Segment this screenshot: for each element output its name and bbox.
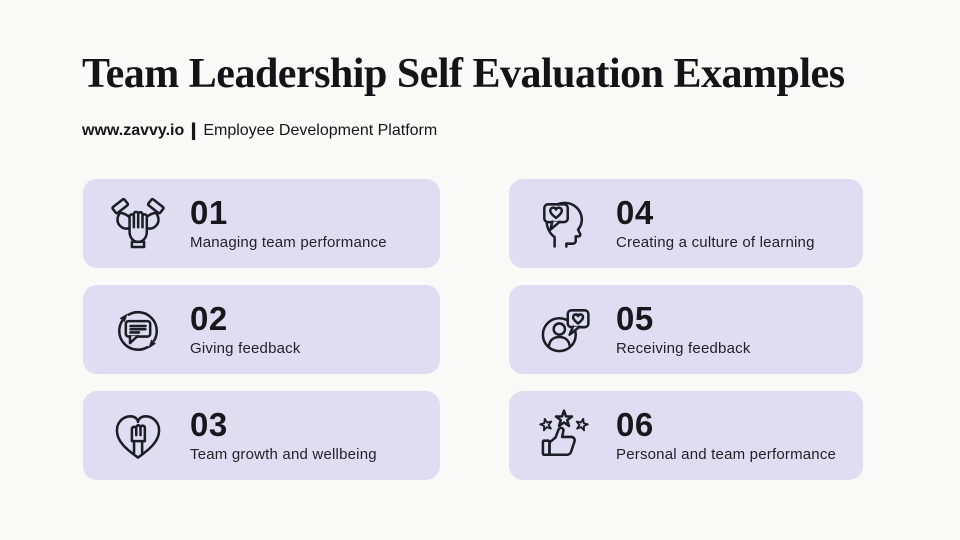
card-number: 06	[616, 406, 654, 444]
header: Team Leadership Self Evaluation Examples…	[82, 50, 882, 141]
cards-grid: 01 Managing team performance 04 Creating…	[83, 179, 863, 480]
heart-fist-icon	[108, 406, 168, 466]
card-creating-culture-of-learning: 04 Creating a culture of learning	[509, 179, 863, 268]
card-personal-and-team-performance: 06 Personal and team performance	[509, 391, 863, 480]
hands-together-icon	[108, 194, 168, 254]
card-receiving-feedback: 05 Receiving feedback	[509, 285, 863, 374]
feedback-loop-icon	[108, 300, 168, 360]
card-number: 01	[190, 194, 228, 232]
card-number: 03	[190, 406, 228, 444]
subtitle-separator: |	[190, 120, 198, 141]
head-heart-icon	[534, 194, 594, 254]
page-title: Team Leadership Self Evaluation Examples	[82, 51, 845, 97]
card-giving-feedback: 02 Giving feedback	[83, 285, 440, 374]
subtitle: www.zavvy.io | Employee Development Plat…	[82, 120, 882, 141]
card-text: 05 Receiving feedback	[616, 302, 751, 357]
card-label: Creating a culture of learning	[616, 233, 815, 251]
card-label: Managing team performance	[190, 233, 387, 251]
card-number: 04	[616, 194, 654, 232]
card-text: 06 Personal and team performance	[616, 408, 836, 463]
site-url: www.zavvy.io	[82, 121, 185, 139]
thumbs-up-stars-icon	[534, 406, 594, 466]
card-number: 05	[616, 300, 654, 338]
card-label: Team growth and wellbeing	[190, 445, 377, 463]
card-team-growth-and-wellbeing: 03 Team growth and wellbeing	[83, 391, 440, 480]
card-label: Personal and team performance	[616, 445, 837, 463]
card-number: 02	[190, 300, 228, 338]
card-text: 01 Managing team performance	[190, 196, 387, 251]
card-managing-team-performance: 01 Managing team performance	[83, 179, 440, 268]
person-heart-bubble-icon	[534, 300, 594, 360]
tagline: Employee Development Platform	[203, 121, 438, 139]
card-text: 02 Giving feedback	[190, 302, 301, 357]
card-text: 03 Team growth and wellbeing	[190, 408, 377, 463]
card-text: 04 Creating a culture of learning	[616, 196, 815, 251]
card-label: Giving feedback	[190, 339, 301, 357]
card-label: Receiving feedback	[616, 339, 751, 357]
